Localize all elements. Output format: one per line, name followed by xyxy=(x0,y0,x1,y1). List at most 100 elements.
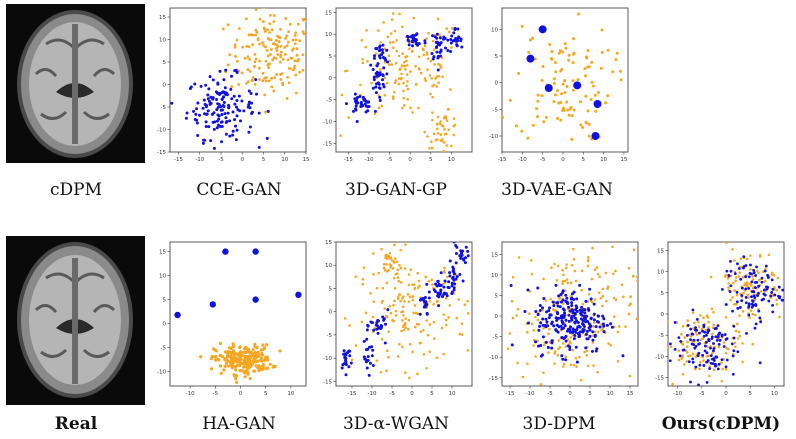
point-generated xyxy=(564,339,568,343)
point-real xyxy=(761,270,765,274)
point-generated xyxy=(224,121,228,125)
point-real xyxy=(590,300,594,304)
point-real xyxy=(463,303,467,306)
point-real xyxy=(562,273,565,277)
point-generated xyxy=(373,109,377,113)
point-generated xyxy=(371,363,375,367)
point-generated xyxy=(257,145,261,149)
point-real xyxy=(411,294,415,298)
x-tick-label: 10 xyxy=(449,391,456,397)
point-real xyxy=(366,59,369,63)
point-real xyxy=(264,358,268,362)
point-real xyxy=(393,81,397,85)
point-real xyxy=(415,322,419,326)
point-real xyxy=(506,347,510,350)
point-generated xyxy=(454,252,458,256)
point-generated xyxy=(725,269,729,273)
point-generated xyxy=(712,347,716,351)
point-real xyxy=(398,342,401,346)
point-generated xyxy=(717,362,721,366)
point-generated xyxy=(703,349,707,353)
point-real xyxy=(402,81,405,85)
point-real xyxy=(775,288,779,292)
point-generated xyxy=(589,317,593,321)
x-tick-label: 5 xyxy=(582,157,586,163)
point-real xyxy=(398,263,401,267)
point-generated xyxy=(762,288,766,292)
point-generated xyxy=(509,284,513,288)
point-real xyxy=(364,311,368,315)
point-real xyxy=(733,259,736,262)
point-generated xyxy=(567,313,571,317)
point-real xyxy=(407,327,410,331)
point-generated xyxy=(431,34,435,38)
point-generated xyxy=(355,101,359,105)
point-generated xyxy=(436,291,440,295)
point-generated xyxy=(720,358,724,362)
point-real xyxy=(540,79,544,83)
point-real xyxy=(740,236,743,238)
point-real xyxy=(264,59,268,63)
point-real xyxy=(671,382,674,386)
point-generated xyxy=(556,330,560,334)
point-real xyxy=(600,28,604,32)
point-real xyxy=(411,283,414,286)
point-generated xyxy=(781,288,784,292)
point-real xyxy=(416,271,420,275)
point-real xyxy=(256,38,260,42)
point-real xyxy=(773,286,776,289)
points-group xyxy=(174,248,302,384)
point-generated xyxy=(452,242,456,244)
point-real xyxy=(301,30,305,34)
point-generated xyxy=(560,327,564,331)
point-real xyxy=(404,243,407,246)
point-real xyxy=(238,361,242,365)
point-generated xyxy=(738,306,742,309)
point-real xyxy=(417,55,421,59)
point-real xyxy=(552,81,556,85)
point-generated xyxy=(249,92,253,96)
point-generated xyxy=(234,138,238,142)
point-generated xyxy=(691,357,695,361)
point-real xyxy=(407,283,411,287)
point-real xyxy=(569,281,573,285)
point-generated xyxy=(548,306,552,310)
point-generated xyxy=(452,288,456,292)
point-generated xyxy=(723,333,727,336)
point-generated xyxy=(526,321,530,325)
point-real xyxy=(563,90,567,94)
point-real xyxy=(257,78,261,81)
point-generated xyxy=(376,71,380,75)
point-generated xyxy=(572,290,576,294)
point-real xyxy=(278,60,282,64)
point-generated xyxy=(596,314,600,318)
point-real xyxy=(746,293,750,297)
point-generated xyxy=(386,60,390,64)
point-real xyxy=(287,30,290,34)
point-real xyxy=(244,346,248,350)
point-generated xyxy=(458,273,462,277)
point-real xyxy=(452,133,456,137)
point-generated xyxy=(184,116,188,120)
point-real xyxy=(293,59,297,63)
point-generated xyxy=(235,128,239,132)
y-tick-label: 5 xyxy=(495,293,499,299)
point-generated xyxy=(435,284,439,288)
point-real xyxy=(536,99,540,103)
point-generated xyxy=(386,308,390,312)
point-real xyxy=(605,299,608,303)
point-generated xyxy=(383,341,387,345)
point-generated xyxy=(439,291,443,295)
point-real xyxy=(246,68,250,71)
point-generated xyxy=(347,365,351,369)
point-real xyxy=(258,59,261,63)
point-real xyxy=(587,255,590,259)
y-tick-label: 5 xyxy=(661,291,665,297)
point-generated xyxy=(452,31,456,35)
point-real xyxy=(741,276,745,279)
point-real xyxy=(733,289,737,292)
point-generated xyxy=(215,108,219,112)
point-generated xyxy=(427,296,431,300)
point-real xyxy=(393,299,396,303)
point-generated xyxy=(447,280,451,284)
